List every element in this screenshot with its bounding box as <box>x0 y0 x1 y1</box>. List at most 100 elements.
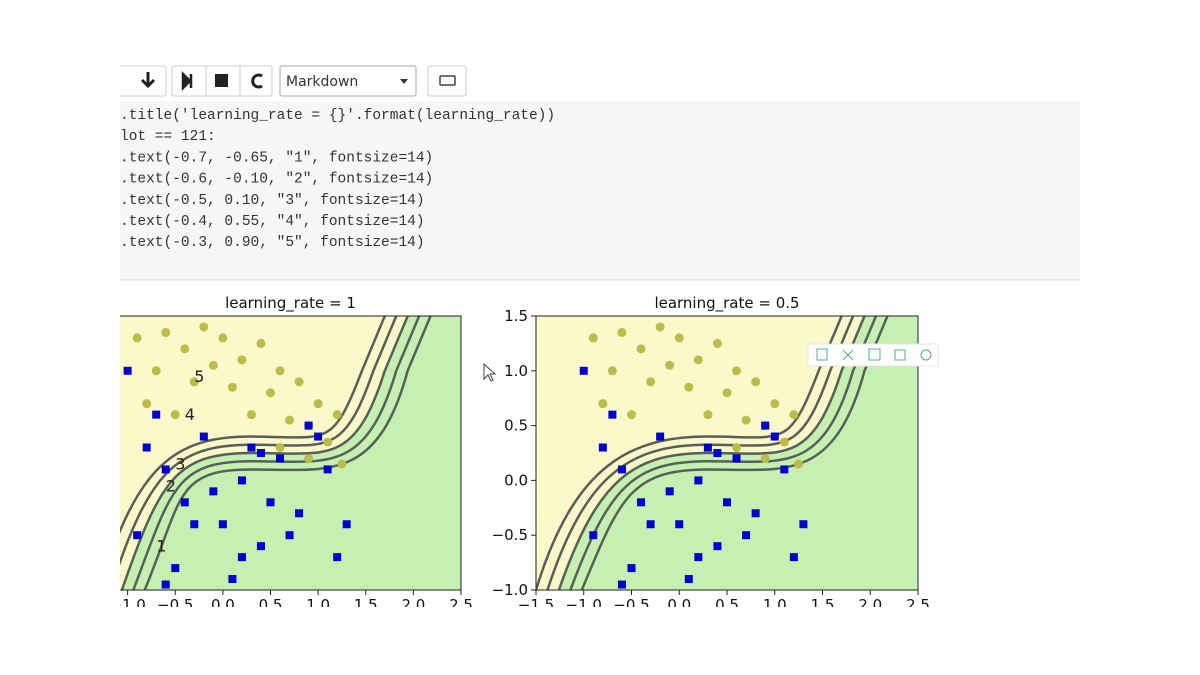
point-circle <box>304 453 314 463</box>
point-square <box>589 531 598 540</box>
decision-contour <box>143 316 432 590</box>
figure-tool[interactable] <box>842 349 854 361</box>
point-square <box>732 454 741 463</box>
restart-icon <box>251 73 263 89</box>
point-circle <box>789 410 799 420</box>
stop-icon <box>215 74 228 87</box>
region-green <box>121 316 461 590</box>
point-square <box>295 509 304 518</box>
point-circle <box>161 327 171 337</box>
code-cell[interactable] <box>120 101 1080 280</box>
point-square <box>285 531 294 540</box>
point-square <box>646 520 655 529</box>
point-square <box>598 443 607 452</box>
point-square <box>237 476 246 485</box>
keyboard-button[interactable] <box>427 65 467 97</box>
annotation: 4 <box>185 405 195 424</box>
figure-toolbar <box>807 343 939 367</box>
point-circle <box>770 399 780 409</box>
point-square <box>266 498 275 507</box>
select-caret <box>400 79 408 84</box>
point-square <box>579 366 588 375</box>
point-circle <box>703 410 713 420</box>
point-square <box>637 498 646 507</box>
annotation: 5 <box>194 367 204 386</box>
point-circle <box>751 377 761 387</box>
point-circle <box>607 366 617 376</box>
step-icon <box>181 70 193 92</box>
point-square <box>256 542 265 551</box>
code-line: .text(-0.5, 0.10, "3", fontsize=14) <box>120 193 425 209</box>
y-tick-label: 0.5 <box>504 417 528 435</box>
y-tick-label: −0.5 <box>492 526 528 544</box>
point-square <box>152 410 161 419</box>
point-square <box>656 432 665 441</box>
point-square <box>694 476 703 485</box>
point-circle <box>323 437 333 447</box>
point-circle <box>256 338 266 348</box>
point-square <box>161 465 170 474</box>
point-circle <box>794 459 804 469</box>
point-square <box>276 454 285 463</box>
point-circle <box>151 366 161 376</box>
plot-area: 1 2 3 4 5 <box>120 316 461 590</box>
point-circle <box>712 338 722 348</box>
point-circle <box>617 327 627 337</box>
point-circle <box>684 382 694 392</box>
y-tick-label: 1.5 <box>504 307 528 325</box>
code-line: lot == 121: <box>120 129 216 145</box>
point-square <box>627 564 636 573</box>
point-circle <box>779 437 789 447</box>
point-circle <box>294 377 304 387</box>
point-square <box>789 553 798 562</box>
y-tick-label: 1.0 <box>504 362 528 380</box>
decision-contour <box>580 316 889 590</box>
figure-tool[interactable] <box>868 348 881 361</box>
point-square <box>617 465 626 474</box>
point-square <box>742 531 751 540</box>
point-circle <box>237 355 247 365</box>
decision-contour <box>536 316 843 590</box>
point-square <box>713 542 722 551</box>
plot: learning_rate = 0.5−1.5 −1.0 −0.5 0.0 0.5 1.0… <box>492 294 930 614</box>
output-figure: 1 2 3 4 5 learning_rate = 1 −1.0 −0.5 0.0 0.5 1.0 1… <box>120 294 930 614</box>
point-square <box>617 580 626 589</box>
point-circle <box>655 322 665 332</box>
plot-area <box>536 316 918 590</box>
point-square <box>304 421 313 430</box>
point-square <box>123 366 132 375</box>
point-circle <box>170 410 180 420</box>
point-circle <box>246 410 256 420</box>
point-circle <box>674 333 684 343</box>
point-square <box>713 449 722 457</box>
point-circle <box>722 388 732 398</box>
point-circle <box>636 344 646 354</box>
annotation: 1 <box>156 537 166 556</box>
cell-type-select[interactable] <box>279 65 417 97</box>
point-square <box>237 553 246 562</box>
decision-contour <box>557 316 866 590</box>
figure-tool[interactable] <box>816 348 828 361</box>
keyboard-icon <box>439 75 456 86</box>
point-circle <box>266 388 275 398</box>
figure-tool[interactable] <box>894 349 906 361</box>
mouse-cursor <box>483 362 497 382</box>
point-square <box>780 465 789 474</box>
decision-contour <box>120 316 409 590</box>
point-circle <box>180 344 190 354</box>
point-square <box>799 520 808 529</box>
point-circle <box>646 377 656 387</box>
point-square <box>333 553 342 562</box>
cell-type-label: Markdown <box>286 74 358 90</box>
point-square <box>133 531 142 540</box>
point-circle <box>732 366 742 376</box>
point-circle <box>627 410 636 420</box>
point-square <box>723 498 731 507</box>
point-square <box>180 498 189 507</box>
figure-tool[interactable] <box>920 349 932 361</box>
point-square <box>247 443 256 452</box>
code-line: .text(-0.3, 0.90, "5", fontsize=14) <box>120 235 425 251</box>
point-square <box>323 465 332 474</box>
